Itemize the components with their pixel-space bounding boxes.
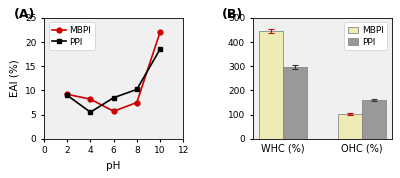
X-axis label: pH: pH [106,161,121,171]
Bar [283,67,306,139]
Line: MBPI: MBPI [65,30,162,114]
Line: PPI: PPI [65,47,162,115]
MBPI [88,98,93,100]
PPI [134,88,139,91]
MBPI [65,93,70,95]
Text: (A): (A) [13,8,35,21]
PPI [111,97,116,99]
Bar [259,31,283,139]
Legend: MBPI, PPI: MBPI, PPI [48,22,95,50]
Legend: MBPI, PPI: MBPI, PPI [344,22,388,50]
Y-axis label: EAI (%): EAI (%) [9,59,19,97]
PPI [88,111,93,113]
Bar [338,114,362,139]
MBPI [158,31,162,33]
PPI [65,94,70,96]
Bar [362,100,386,139]
MBPI [134,101,139,104]
MBPI [111,110,116,112]
Text: (B): (B) [222,8,244,21]
PPI [158,48,162,50]
